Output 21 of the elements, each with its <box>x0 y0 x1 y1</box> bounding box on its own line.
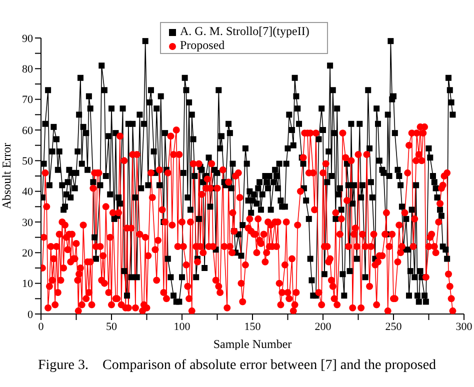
y-tick-label: 70 <box>22 94 34 106</box>
x-tick-label: 150 <box>244 320 262 333</box>
y-tick-label: 0 <box>28 308 34 321</box>
x-tick-label: 50 <box>106 320 118 333</box>
y-tick-label: 10 <box>22 278 34 290</box>
x-tick-label: 200 <box>314 320 332 333</box>
legend-label: Proposed <box>180 38 225 52</box>
legend-label: A. G. M. Strollo[7](typeII) <box>180 24 310 38</box>
y-tick-label: 60 <box>22 124 34 137</box>
y-tick-label: 40 <box>22 186 34 198</box>
y-tick-label: 50 <box>22 156 34 168</box>
x-tick-label: 250 <box>385 320 402 333</box>
caption: Figure 3. Comparison of absolute error between [7] and the proposed <box>36 358 438 374</box>
y-tick-label: 80 <box>22 64 34 76</box>
y-axis-title: Absoult Error <box>0 142 14 210</box>
x-tick-label: 0 <box>38 320 44 333</box>
y-tick-label: 90 <box>22 32 34 45</box>
y-tick-label: 30 <box>22 216 34 229</box>
x-tick-label: 300 <box>456 320 473 333</box>
x-tick-label: 100 <box>174 320 191 333</box>
y-tick-label: 20 <box>22 248 34 260</box>
